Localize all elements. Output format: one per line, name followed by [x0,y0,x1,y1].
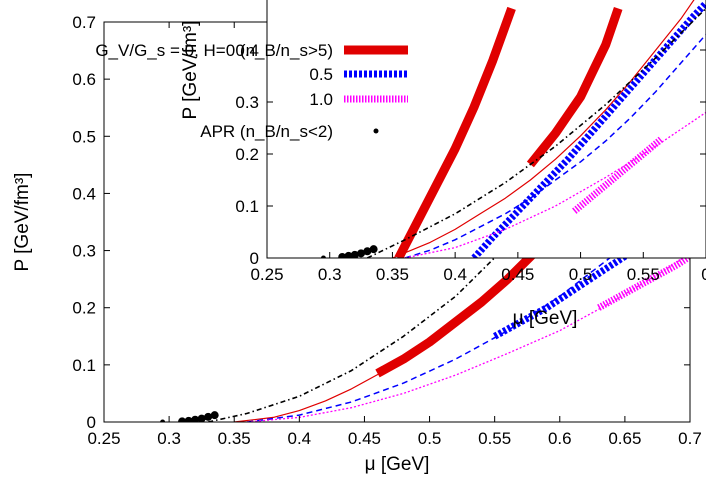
x-tick-label: 0.4 [288,429,312,448]
x-tick-label: 0.65 [608,429,641,448]
x-tick-label: 0.6 [548,429,572,448]
y-tick-label: 0.6 [72,70,96,89]
y-tick-label: 0.5 [72,127,96,146]
legend: G_V/G_s = 0, H=0 (n_B/n_s>5) 0.5 1.0 APR (n… [95,41,408,141]
x-tick-label: 0.35 [376,265,409,284]
inset-y-axis-label: P [GeV/fm³] [180,21,201,120]
series-line-main-4 [247,252,690,422]
legend-label: G_V/G_s = 0, H=0 (n_B/n_s>5) [95,41,333,60]
y-tick-label: 0 [250,249,259,268]
data-point-inset-8-1 [338,252,347,258]
series-line-main-6 [208,67,639,422]
y-tick-label: 0.4 [235,41,259,60]
series-line-inset-1 [394,6,516,258]
series-line-main-5 [597,253,690,311]
data-point-inset-8-4 [357,249,366,258]
y-tick-label: 0 [87,413,96,432]
x-tick-label: 0.5 [569,265,593,284]
series-line-inset-2 [526,6,623,168]
legend-label: 0.5 [309,65,333,84]
x-tick-label: 0 [701,265,706,284]
x-tick-label: 0.3 [157,429,181,448]
series-line-inset-6 [572,135,665,214]
data-point-main-7-2 [184,416,193,422]
series-line-inset-5 [404,111,706,258]
y-tick-label: 0.1 [235,197,259,216]
y-tick-label: 0.1 [72,356,96,375]
plot-frame [266,0,706,259]
data-point-main-7-6 [210,411,219,420]
x-tick-label: 0.55 [627,265,660,284]
series-line-inset-3 [404,33,706,258]
legend-label: APR (n_B/n_s<2) [200,122,333,141]
data-point-inset-8-3 [350,250,359,258]
data-point-main-7-1 [178,417,187,422]
data-point-main-7-3 [191,415,200,422]
x-tick-label: 0.7 [678,429,702,448]
x-tick-label: 0.3 [318,265,342,284]
y-tick-label: 0.4 [72,184,96,203]
y-tick-label: 0.3 [72,242,96,261]
x-axis-label: μ [GeV] [365,454,430,475]
data-point-inset-8-2 [344,251,353,258]
x-tick-label: 0.35 [218,429,251,448]
y-tick-label: 0.7 [72,13,96,32]
data-point-inset-8-5 [363,247,372,256]
series-line-inset-0 [392,0,695,258]
plot-background [267,0,706,258]
y-tick-label: 0.2 [72,299,96,318]
data-point-inset-8-0 [320,255,326,258]
series-group [320,0,706,258]
data-point-main-7-0 [160,419,166,422]
legend-label: 1.0 [309,90,333,109]
y-tick-label: 0.3 [235,93,259,112]
data-point-main-7-5 [204,412,213,421]
x-tick-label: 0.4 [443,265,467,284]
data-point-inset-8-6 [369,245,378,254]
x-tick-label: 0.55 [478,429,511,448]
legend-swatch [373,128,379,134]
y-axis-label: P [GeV/fm³] [12,173,33,272]
x-tick-label: 0.5 [418,429,442,448]
plot-inset: 0.25 0.3 0.35 0.4 0.45 0.5 0.55 0 0 0.1 0.2 0.3 0.4 [235,0,706,284]
x-tick-label: 0.25 [250,265,283,284]
data-point-main-7-4 [197,414,206,422]
x-tick-label: 0.45 [501,265,534,284]
y-tick-label: 0.2 [235,145,259,164]
x-tick-label: 0.45 [348,429,381,448]
x-tick-label: 0.25 [87,429,120,448]
inset-x-axis-label: μ [GeV] [513,308,578,329]
series-line-inset-4 [471,0,706,258]
series-line-inset-7 [366,7,706,258]
